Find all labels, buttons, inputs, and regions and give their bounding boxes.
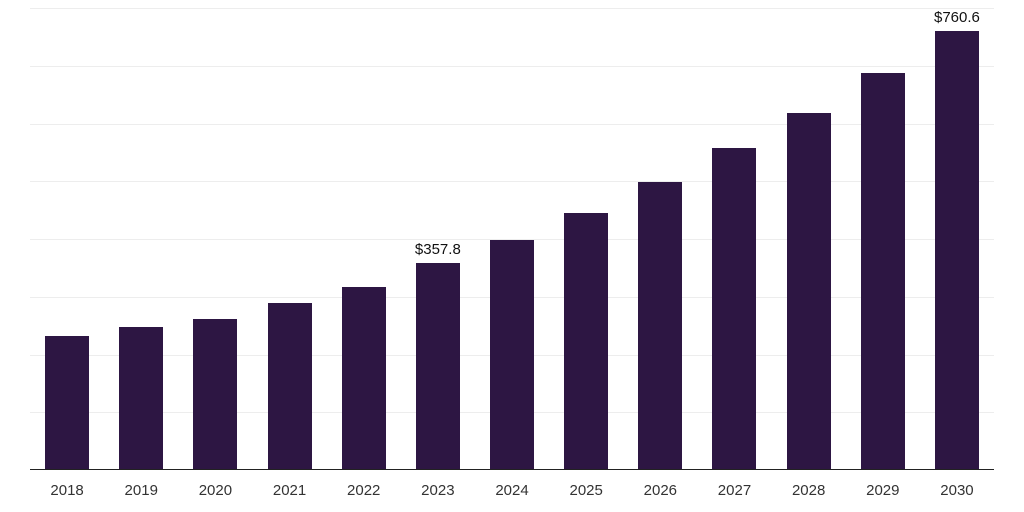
bar-slot: $760.6 — [920, 8, 994, 470]
bars: $357.8 $760.6 — [30, 8, 994, 470]
bar-2024 — [490, 239, 535, 470]
x-tick-label: 2028 — [791, 482, 826, 499]
bar-slot — [623, 8, 697, 470]
x-tick-label: 2026 — [643, 482, 678, 499]
grid-line — [30, 239, 994, 240]
bar-2020 — [193, 318, 238, 470]
x-tick-label: 2023 — [421, 482, 455, 499]
plot-area: $357.8 $760.6 — [30, 8, 994, 470]
bar-slot — [178, 8, 252, 470]
x-tick-label: 2025 — [569, 482, 603, 499]
bar-slot — [30, 8, 104, 470]
bar-2030 — [934, 30, 979, 470]
grid-line — [30, 123, 994, 125]
bar-slot — [104, 8, 178, 470]
x-tick-label: 2029 — [866, 482, 900, 499]
bar-2025 — [564, 213, 609, 470]
bar-slot — [772, 8, 846, 470]
bar-2023 — [415, 263, 460, 470]
x-tick-label: 2018 — [50, 482, 84, 499]
bar-value-label: $760.6 — [934, 8, 980, 26]
bar-2027 — [712, 148, 757, 470]
bar-2019 — [119, 327, 164, 470]
x-tick-label: 2019 — [124, 482, 158, 499]
grid-line — [30, 65, 994, 67]
bar-slot — [252, 8, 326, 470]
x-tick-label: 2027 — [717, 482, 752, 499]
bar-2018 — [45, 336, 90, 470]
x-tick-label: 2030 — [940, 482, 974, 499]
bar-slot — [475, 8, 549, 470]
bar-2026 — [638, 182, 683, 470]
bar-slot — [697, 8, 771, 470]
bar-2021 — [267, 302, 312, 470]
bar-2029 — [860, 73, 905, 470]
bar-slot: $357.8 — [401, 8, 475, 470]
bar-slot — [549, 8, 623, 470]
x-tick-label: 2022 — [347, 482, 381, 499]
x-axis-labels: 2018 2019 2020 2021 2022 2023 2024 2025 2026 2027… — [30, 470, 994, 512]
bar-value-label: $357.8 — [414, 241, 461, 259]
x-tick-label: 2024 — [495, 482, 529, 499]
x-tick-label: 2020 — [198, 482, 233, 499]
grid-line — [30, 181, 994, 183]
grid-line — [30, 8, 994, 9]
bar-2022 — [341, 286, 386, 470]
bar-2028 — [786, 112, 831, 470]
bar-slot — [327, 8, 401, 470]
bar-slot — [846, 8, 920, 470]
x-axis-line — [30, 469, 994, 470]
x-tick-label: 2021 — [272, 482, 307, 499]
